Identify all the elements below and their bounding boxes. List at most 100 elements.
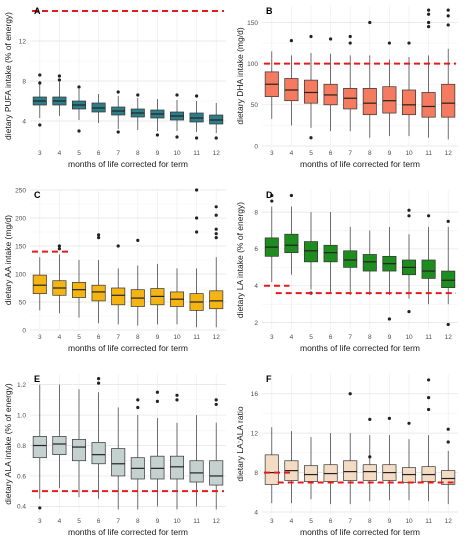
box-iqr [264,454,279,485]
box-month-3 [32,257,47,311]
box-iqr [441,83,456,118]
x-tick-label: 12 [213,150,221,157]
box-month-9 [150,263,165,325]
box-iqr [91,442,106,465]
y-tick-label: 0.8 [17,443,26,450]
x-tick-label: 8 [136,334,140,341]
box-month-4 [52,244,67,314]
x-tick-label: 8 [136,518,140,525]
box-month-10 [169,393,185,510]
outlier-point [427,396,431,400]
outlier-point [270,193,274,198]
outlier-point [407,208,411,212]
y-axis-title: dietary PUFA intake (% of energy) [3,12,13,140]
box-month-4 [284,431,299,504]
outlier-point [289,38,293,43]
x-tick-label: 7 [116,150,120,157]
outlier-point [427,24,431,29]
box-month-9 [150,99,165,137]
x-tick-label: 12 [213,334,221,341]
y-axis-title: dietary DHA intake (mg/d) [235,27,245,124]
x-tick-label: 6 [97,334,101,341]
box-month-4 [52,74,67,116]
y-axis-title: dietary ALA intake (% of energy) [3,383,13,505]
outlier-point [214,227,218,231]
outlier-point [407,214,411,218]
y-tick-label: 8 [254,470,258,477]
box-month-6 [323,212,338,294]
outlier-point [214,213,218,217]
y-tick-label: 1.0 [17,412,26,419]
outlier-point [57,78,62,82]
box-month-9 [150,390,165,507]
box-month-3 [32,384,47,510]
box-month-9 [382,41,397,137]
box-iqr [382,86,397,114]
x-tick-label: 9 [388,334,392,341]
box-iqr [209,460,224,486]
box-month-7 [343,226,358,295]
panel-letter: F [266,374,272,384]
outlier-point [368,20,372,25]
y-tick-label: 4 [254,283,258,290]
box-month-5 [71,389,87,498]
outlier-point [368,417,372,421]
box-month-7 [343,34,358,132]
box-month-6 [91,94,106,123]
x-tick-label: 10 [173,150,181,157]
box-iqr [441,270,456,288]
box-iqr [52,436,67,456]
x-tick-label: 8 [136,150,140,157]
box-month-8 [130,398,145,510]
box-iqr [91,284,106,302]
y-axis-title: dietary AA intake (mg/d) [3,215,13,305]
box-month-4 [284,38,299,126]
outlier-point [155,390,159,394]
outlier-point [175,93,179,97]
box-iqr [401,89,417,116]
x-tick-label: 10 [405,334,413,341]
y-tick-label: 12 [251,430,259,437]
y-tick-label: 0.6 [17,473,26,480]
outlier-point [38,73,42,77]
box-month-11 [189,188,204,328]
box-iqr [303,465,319,482]
y-tick-label: 4 [254,509,258,516]
box-month-12 [209,103,224,140]
x-tick-label: 4 [58,334,62,341]
outlier-point [97,233,101,237]
box-month-7 [111,90,126,134]
outlier-point [97,236,101,240]
box-month-8 [362,20,377,138]
panel-letter: D [266,190,273,200]
x-axis-title: months of life corrected for term [68,527,188,537]
box-month-6 [323,37,338,132]
outlier-point [446,427,450,431]
box-month-10 [169,93,185,139]
y-tick-label: 100 [15,271,26,278]
x-axis-title: months of life corrected for term [300,527,420,537]
box-month-3 [264,427,279,504]
box-iqr [362,464,377,481]
outlier-point [270,199,274,203]
box-month-9 [382,226,397,321]
box-month-10 [401,421,417,501]
x-axis-title: months of life corrected for term [300,343,420,353]
x-tick-label: 12 [445,334,453,341]
y-tick-label: 200 [15,215,26,222]
outlier-point [214,136,218,140]
y-tick-label: 4 [22,118,26,125]
outlier-point [427,8,431,12]
panel-letter: B [266,6,273,16]
box-iqr [343,460,358,481]
box-month-5 [303,212,319,295]
x-tick-label: 3 [270,150,274,157]
box-month-5 [71,260,87,318]
box-iqr [303,241,319,263]
x-tick-label: 11 [193,518,200,525]
outlier-point [116,130,120,134]
outlier-point [407,41,411,45]
x-tick-label: 9 [388,150,392,157]
